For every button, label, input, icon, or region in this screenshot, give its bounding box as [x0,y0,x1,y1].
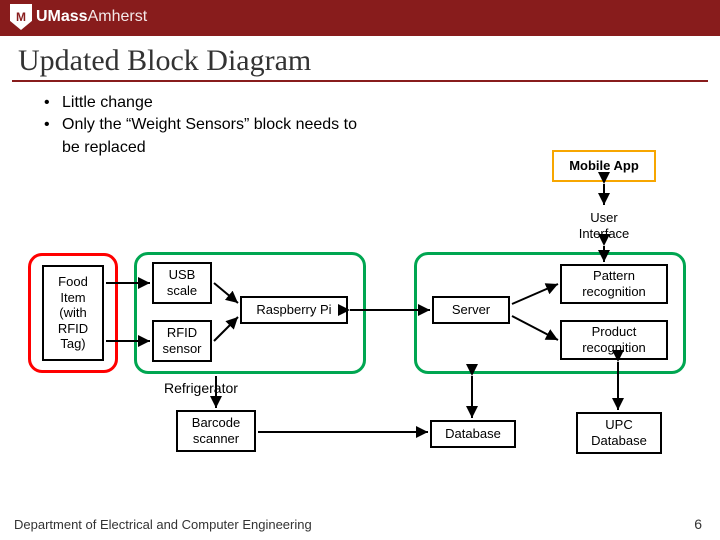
header-bar: M UMassAmherst [0,0,720,36]
logo-umass: UMass [36,8,88,25]
barcode-scanner-block: Barcode scanner [176,410,256,452]
server-label: Server [452,302,490,318]
mobile-app-block: Mobile App [552,150,656,182]
logo-text: UMassAmherst [36,8,147,26]
footer-text: Department of Electrical and Computer En… [14,517,312,532]
food-item-block: Food Item (with RFID Tag) [42,265,104,361]
raspberry-pi-label: Raspberry Pi [256,302,331,318]
bullet-list: Little change Only the “Weight Sensors” … [44,92,374,159]
usb-scale-label: USB scale [167,267,197,298]
rfid-sensor-label: RFID sensor [162,325,201,356]
logo: M UMassAmherst [10,4,147,30]
product-recognition-block: Product recognition [560,320,668,360]
upc-database-label: UPC Database [591,417,647,448]
raspberry-pi-block: Raspberry Pi [240,296,348,324]
server-block: Server [432,296,510,324]
title-rule [12,80,708,82]
refrigerator-label: Refrigerator [164,380,238,396]
page-title: Updated Block Diagram [18,44,720,78]
upc-database-block: UPC Database [576,412,662,454]
mobile-app-label: Mobile App [569,158,639,174]
user-interface-block: User Interface [562,207,646,245]
logo-amherst: Amherst [88,8,148,25]
product-recognition-label: Product recognition [582,324,646,355]
database-label: Database [445,426,501,442]
barcode-scanner-label: Barcode scanner [192,415,240,446]
logo-shield-icon: M [10,4,32,30]
food-item-label: Food Item (with RFID Tag) [58,274,88,352]
page-number: 6 [694,516,702,532]
bullet-item: Little change [44,92,374,114]
database-block: Database [430,420,516,448]
usb-scale-block: USB scale [152,262,212,304]
bullet-item: Only the “Weight Sensors” block needs to… [44,114,374,159]
pattern-recognition-block: Pattern recognition [560,264,668,304]
rfid-sensor-block: RFID sensor [152,320,212,362]
pattern-recognition-label: Pattern recognition [582,268,646,299]
user-interface-label: User Interface [579,210,630,241]
